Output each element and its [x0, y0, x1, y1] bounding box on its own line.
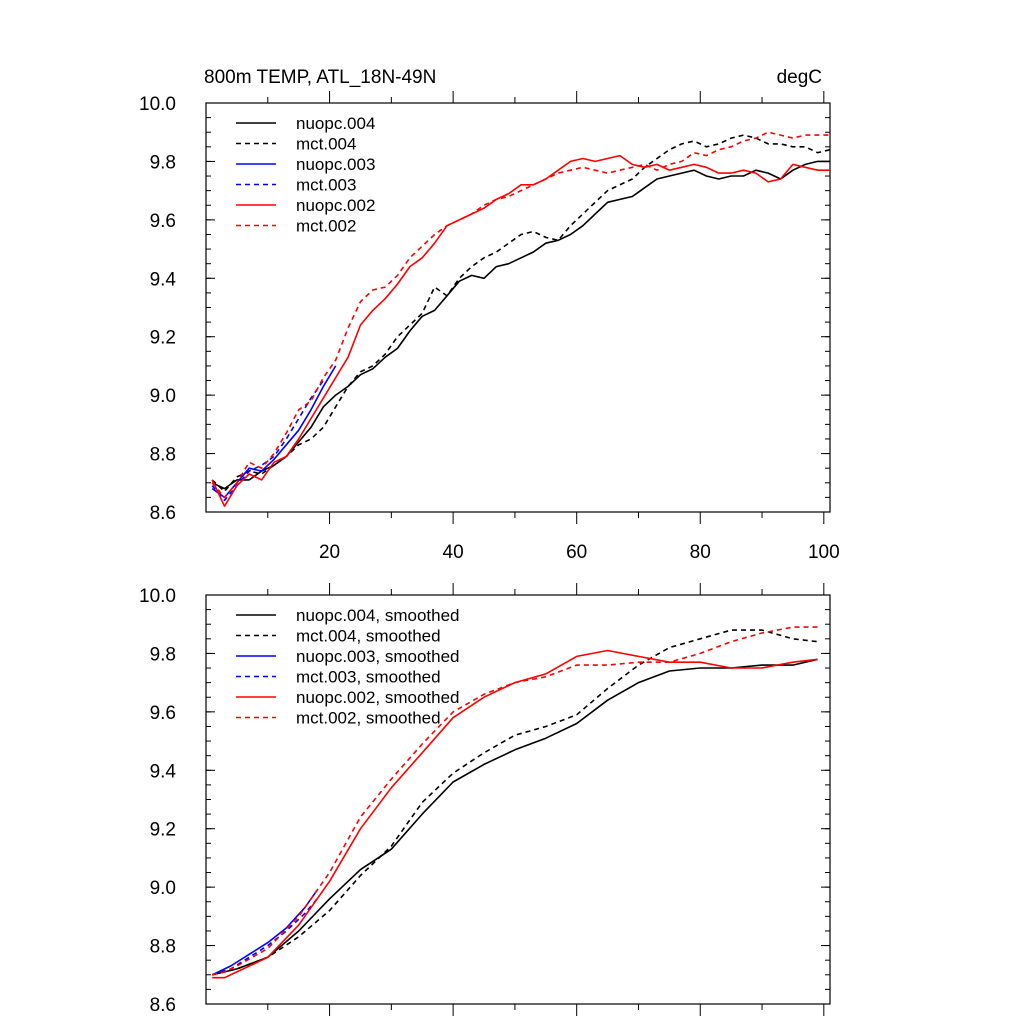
- top-panel: 800m TEMP, ATL_18N-49N degC 8.6 8.8 9.0 9.2…: [139, 67, 840, 563]
- legend-label: nuopc.004: [296, 114, 375, 133]
- x-tick-label: 80: [690, 542, 711, 563]
- series-line-nuopc-002-smoothed: [212, 649, 818, 979]
- chart-title: 800m TEMP, ATL_18N-49N: [204, 67, 436, 88]
- y-tick-label: 10.0: [139, 586, 176, 607]
- y-tick-label: 9.0: [150, 878, 176, 899]
- series-line-mct-004-smoothed: [212, 629, 818, 976]
- series-line-mct-003: [211, 380, 325, 502]
- legend-label: nuopc.002, smoothed: [296, 688, 460, 707]
- y-tick-label: 8.8: [150, 937, 176, 958]
- series-line-nuopc-002: [211, 154, 830, 508]
- x-tick-label: 100: [808, 542, 840, 563]
- y-tick-label: 9.4: [150, 269, 177, 290]
- legend-label: mct.002, smoothed: [296, 709, 441, 728]
- y-tick-label: 9.4: [150, 761, 177, 782]
- x-tick-label: 20: [319, 542, 340, 563]
- series-line-nuopc-004-smoothed: [212, 658, 818, 976]
- y-tick-label: 8.8: [150, 445, 176, 466]
- legend-label: mct.004: [296, 135, 356, 154]
- y-tick-label: 9.2: [150, 328, 176, 349]
- y-tick-label: 9.0: [150, 386, 176, 407]
- y-tick-label: 10.0: [139, 94, 176, 115]
- y-tick-label: 9.8: [150, 152, 176, 173]
- legend-label: nuopc.002: [296, 196, 375, 215]
- x-tick-label: 40: [443, 542, 464, 563]
- legend-label: nuopc.003: [296, 155, 375, 174]
- y-tick-label: 9.6: [150, 211, 176, 232]
- bottom-panel: 8.6 8.8 9.0 9.2 9.4 9.6 9.8 10.0 nuopc.004, smoo…: [139, 583, 831, 1016]
- legend-label: mct.003, smoothed: [296, 668, 441, 687]
- legend-label: nuopc.003, smoothed: [296, 647, 460, 666]
- series-line-mct-004: [211, 134, 831, 493]
- y-tick-label: 8.6: [150, 503, 176, 524]
- y-tick-label: 9.6: [150, 703, 176, 724]
- y-tick-label: 9.8: [150, 644, 176, 665]
- legend-label: mct.004, smoothed: [296, 627, 441, 646]
- series-line-mct-002-smoothed: [212, 626, 818, 976]
- legend-label: mct.003: [296, 176, 356, 195]
- legend-label: mct.002: [296, 217, 356, 236]
- legend-label: nuopc.004, smoothed: [296, 606, 460, 625]
- y-tick-label: 8.6: [150, 995, 176, 1016]
- y-tick-label: 9.2: [150, 820, 176, 841]
- series-line-nuopc-004: [211, 160, 830, 490]
- x-tick-label: 60: [566, 542, 587, 563]
- series-line-mct-002: [211, 131, 830, 499]
- units-label: degC: [777, 67, 822, 88]
